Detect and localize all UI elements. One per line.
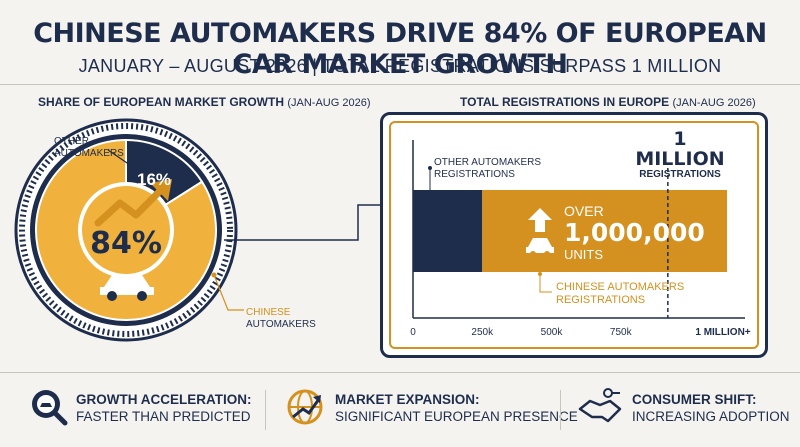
bar-annotation: OVER 1,000,000 UNITS — [564, 204, 705, 261]
x-tick-label: 500k — [540, 327, 563, 338]
page-title: CHINESE AUTOMAKERS DRIVE 84% OF EUROPEAN… — [33, 18, 767, 80]
reference-line-label: 1 MILLION REGISTRATIONS — [630, 128, 730, 180]
bar-legend-other-line2: REGISTRATIONS — [434, 169, 515, 180]
section-connector-arrow — [224, 204, 380, 241]
pie-legend-other: OTHER AUTOMAKERS — [54, 136, 124, 160]
footer-growth-title: GROWTH ACCELERATION: — [76, 392, 252, 407]
pie-legend-other-line2: AUTOMAKERS — [54, 148, 124, 159]
pie-chart-title-suffix: (JAN-AUG 2026) — [287, 97, 371, 109]
bar-chart-title: TOTAL REGISTRATIONS IN EUROPE (JAN-AUG 2… — [460, 95, 756, 109]
pie-legend-chinese-line2: AUTOMAKERS — [246, 319, 316, 330]
car-icon — [100, 275, 154, 301]
bar-legend-chinese-line1: CHINESE AUTOMAKERS — [556, 281, 685, 293]
footer-market-desc: SIGNIFICANT EUROPEAN PRESENCE — [335, 409, 578, 424]
magnifier-car-icon — [32, 390, 68, 426]
callout-line-other — [107, 149, 131, 166]
pie-legend-chinese: CHINESE AUTOMAKERS — [246, 307, 316, 331]
x-tick-label: 250k — [471, 327, 494, 338]
growth-arrow-icon — [94, 179, 172, 227]
pie-chart-title-text: SHARE OF EUROPEAN MARKET GROWTH — [38, 95, 284, 109]
donut-dashed-ring — [19, 123, 233, 337]
slice-label-chinese: 84% — [90, 226, 162, 261]
footer-separator-2 — [560, 390, 561, 430]
footer-consumer-desc: INCREASING ADOPTION — [632, 409, 790, 424]
slice-label-other: 16% — [137, 170, 171, 189]
bar-annotation-value: 1,000,000 — [564, 218, 705, 247]
x-tick-label: 750k — [609, 327, 632, 338]
bar-legend-chinese: CHINESE AUTOMAKERS REGISTRATIONS — [556, 281, 684, 307]
reference-line-label-line1: 1 MILLION — [635, 128, 725, 170]
bar-legend-chinese-line2: REGISTRATIONS — [556, 294, 646, 307]
x-tick-label: 0 — [410, 327, 416, 338]
bar-legend-other: OTHER AUTOMAKERS REGISTRATIONS — [434, 157, 541, 181]
bar-annotation-line3: UNITS — [564, 247, 603, 262]
pie-legend-chinese-line1: CHINESE — [246, 307, 291, 318]
bar-legend-other-line1: OTHER AUTOMAKERS — [434, 157, 542, 168]
globe-growth-icon — [287, 389, 323, 425]
pie-chart-title: SHARE OF EUROPEAN MARKET GROWTH (JAN-AUG… — [38, 95, 370, 109]
reference-line-label-line2: REGISTRATIONS — [639, 168, 721, 180]
bar-chart-title-suffix: (JAN-AUG 2026) — [672, 97, 756, 109]
footer-growth-desc: FASTER THAN PREDICTED — [76, 409, 251, 424]
bar-chart-title-text: TOTAL REGISTRATIONS IN EUROPE — [460, 95, 670, 109]
callout-line-chinese — [213, 274, 244, 311]
footer-separator-1 — [265, 390, 266, 430]
handshake-key-icon — [578, 388, 622, 423]
footer-market-title: MARKET EXPANSION: — [335, 392, 480, 407]
pie-legend-other-line1: OTHER — [54, 136, 89, 147]
bar-chart-inner-frame — [389, 121, 759, 349]
page-subtitle: JANUARY – AUGUST 2026 | TOTAL REGISTRATI… — [78, 56, 722, 76]
bar-annotation-line1: OVER — [564, 203, 604, 219]
donut-chart: 16% 84% — [14, 118, 380, 342]
footer-consumer-title: CONSUMER SHIFT: — [632, 392, 757, 407]
footer-divider — [0, 372, 800, 373]
x-tick-label: 1 MILLION+ — [695, 327, 751, 338]
header-divider — [0, 84, 800, 85]
